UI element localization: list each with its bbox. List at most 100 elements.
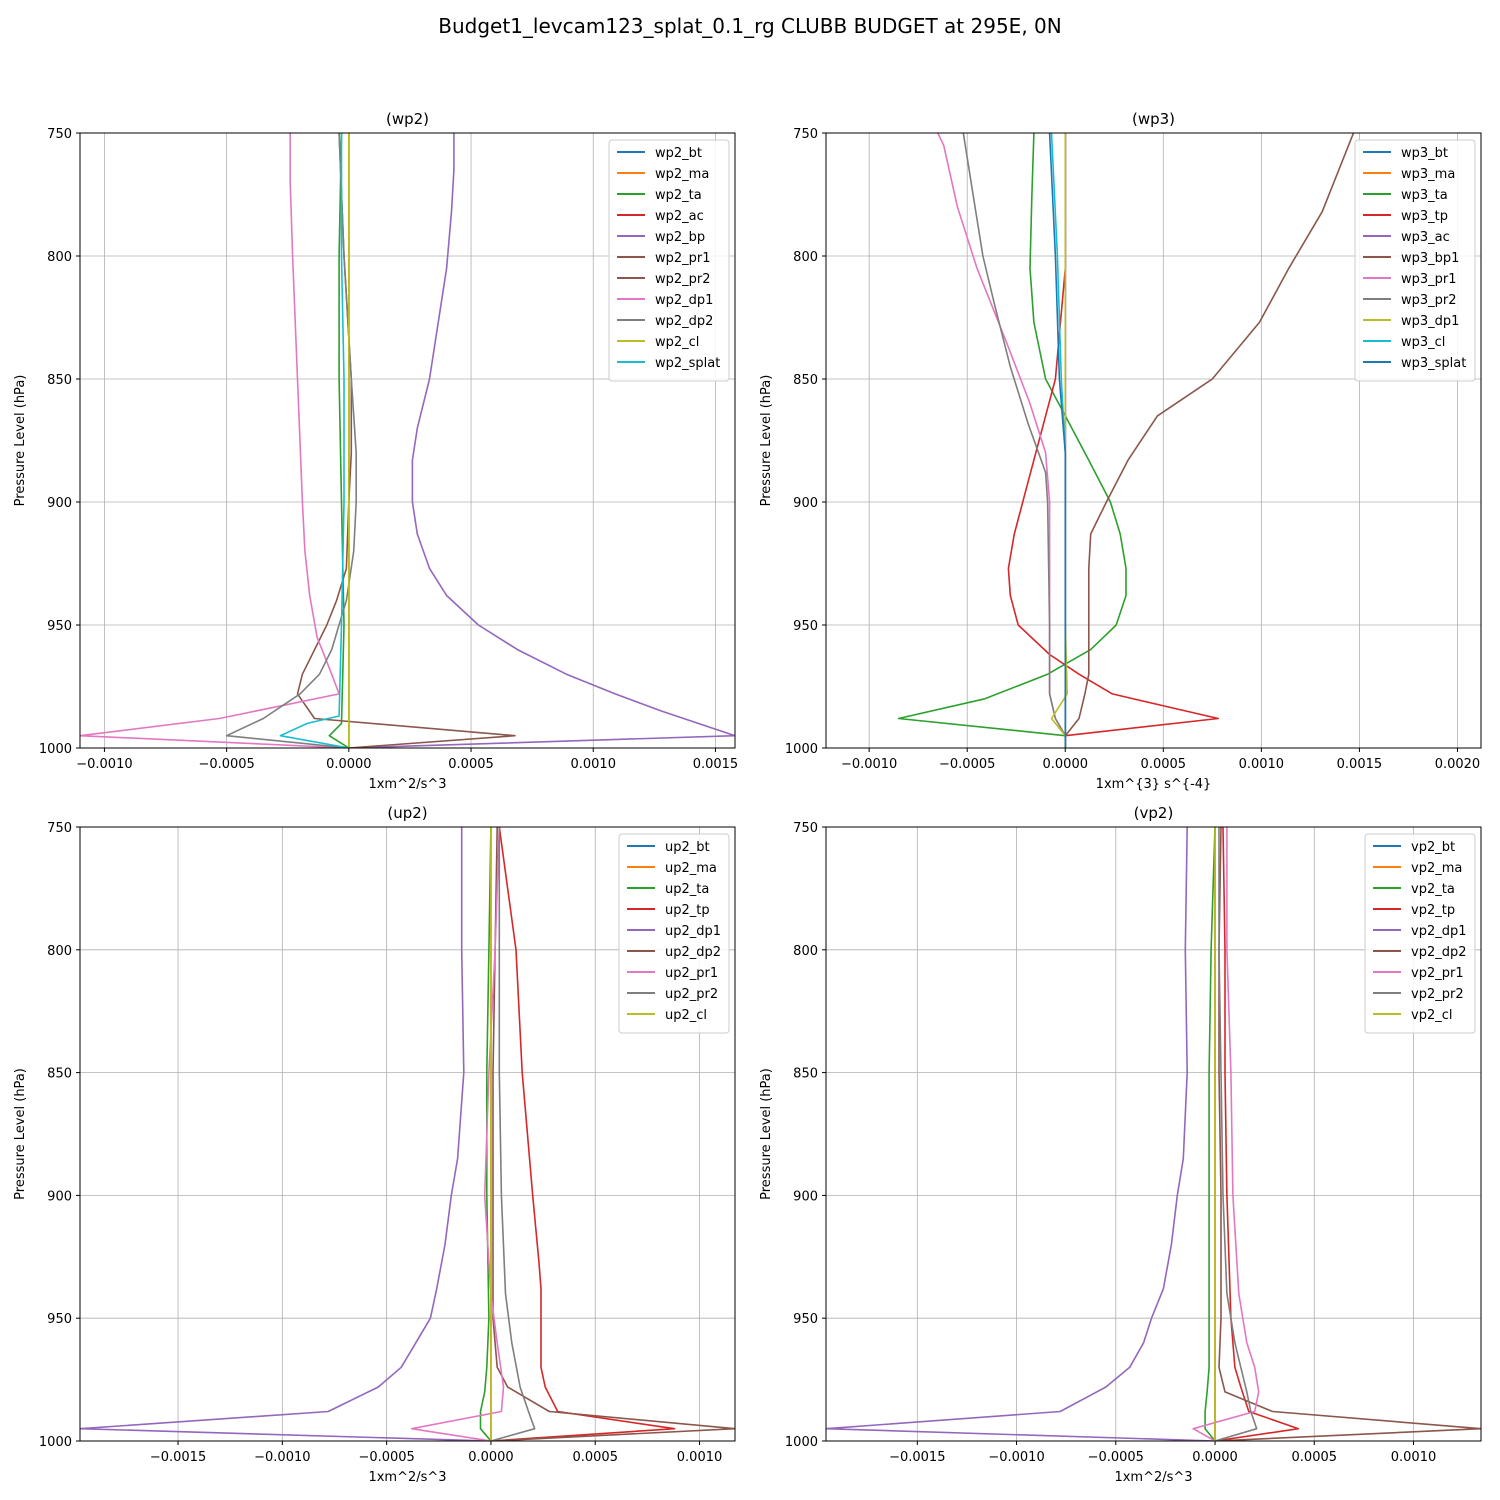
legend-box: [618, 833, 730, 1034]
legend-label: wp3_tp: [1401, 209, 1448, 224]
legend-label: wp3_cl: [1401, 335, 1445, 350]
legend-label: up2_ta: [665, 882, 709, 897]
x-tick-label: 0.0010: [1239, 757, 1285, 772]
y-tick-label: 850: [793, 1067, 818, 1082]
y-axis-label: Pressure Level (hPa): [13, 1068, 28, 1200]
legend: up2_bt up2_ma up2_ta up2_tp up2_dp1 up2_dp2up…: [618, 833, 730, 1034]
series-up2_pr2: [490, 827, 536, 1441]
legend-label: up2_cl: [665, 1008, 707, 1023]
x-tick-label: 0.0000: [1043, 757, 1089, 772]
axes-frame: [825, 132, 1482, 749]
x-tick-label: −0.0005: [1088, 1450, 1144, 1465]
legend-label: wp2_ta: [655, 188, 702, 203]
legend-label: vp2_ma: [1411, 861, 1462, 876]
series-up2_dp1: [80, 827, 491, 1441]
x-tick-label: 0.0000: [326, 757, 372, 772]
legend-label: vp2_bt: [1411, 840, 1455, 855]
legend-label: vp2_ta: [1411, 882, 1455, 897]
x-tick-label: 0.0005: [1141, 757, 1187, 772]
legend-label: wp3_bp1: [1401, 251, 1459, 266]
y-tick-label: 800: [47, 250, 72, 265]
y-tick-label: 750: [793, 821, 818, 836]
y-tick-label: 950: [793, 1312, 818, 1327]
series-wp3_bp1: [1064, 133, 1355, 748]
y-tick-label: 750: [47, 821, 72, 836]
axes-frame: [79, 132, 736, 749]
series-vp2_pr1: [1192, 827, 1260, 1441]
y-tick-label: 850: [47, 1067, 72, 1082]
x-axis-label: 1xm^2/s^3: [368, 1470, 446, 1485]
series-wp2_pr1: [296, 133, 516, 748]
legend-label: wp3_ta: [1401, 188, 1448, 203]
legend-label: up2_dp1: [665, 924, 721, 939]
legend-label: wp2_cl: [655, 335, 699, 350]
series-up2_pr1: [410, 827, 505, 1441]
legend-label: wp2_dp2: [655, 314, 713, 329]
series-up2_ta: [479, 827, 492, 1441]
legend-label: wp3_splat: [1401, 356, 1466, 371]
x-tick-label: 0.0000: [1192, 1450, 1238, 1465]
y-axis-label: Pressure Level (hPa): [13, 375, 28, 507]
legend-label: up2_bt: [665, 840, 710, 855]
legend-label: wp3_ac: [1401, 230, 1450, 245]
legend-label: up2_ma: [665, 861, 717, 876]
x-tick-label: −0.0015: [889, 1450, 945, 1465]
y-tick-label: 750: [793, 127, 818, 142]
x-tick-label: 0.0005: [448, 757, 494, 772]
y-tick-label: 800: [793, 944, 818, 959]
y-tick-label: 1000: [785, 1435, 818, 1450]
y-tick-label: 950: [47, 619, 72, 634]
y-tick-label: 900: [47, 1189, 72, 1204]
y-tick-label: 950: [47, 1312, 72, 1327]
subplot-title: (wp2): [386, 110, 429, 128]
legend-label: wp2_ac: [655, 209, 704, 224]
legend-label: wp3_pr2: [1401, 293, 1457, 308]
series-vp2_tp: [1214, 827, 1300, 1441]
legend-label: up2_pr2: [665, 987, 718, 1002]
series-wp3_ta: [897, 133, 1127, 748]
x-tick-label: 0.0005: [1292, 1450, 1338, 1465]
legend-label: vp2_tp: [1411, 903, 1455, 918]
axes-frame: [825, 826, 1482, 1442]
legend-label: vp2_dp2: [1411, 945, 1467, 960]
x-tick-label: 0.0010: [1391, 1450, 1437, 1465]
axes-frame: [79, 826, 736, 1442]
y-tick-label: 800: [47, 944, 72, 959]
x-tick-label: −0.0010: [841, 757, 897, 772]
series-vp2_dp2: [1214, 827, 1481, 1441]
x-tick-label: 0.0015: [1337, 757, 1383, 772]
legend-label: wp3_bt: [1401, 146, 1448, 161]
y-tick-label: 1000: [39, 742, 72, 757]
series-vp2_dp1: [826, 827, 1216, 1441]
y-axis-label: Pressure Level (hPa): [759, 375, 774, 507]
series-wp2_dp1: [80, 133, 349, 748]
y-tick-label: 1000: [785, 742, 818, 757]
y-tick-label: 850: [793, 373, 818, 388]
x-tick-label: −0.0010: [76, 757, 132, 772]
x-tick-label: −0.0015: [150, 1450, 206, 1465]
series-wp2_splat: [279, 133, 349, 748]
subplot-title: (vp2): [1134, 804, 1174, 822]
legend-label: up2_tp: [665, 903, 710, 918]
legend-label: vp2_dp1: [1411, 924, 1467, 939]
x-tick-label: 0.0005: [572, 1450, 618, 1465]
y-tick-label: 900: [793, 496, 818, 511]
series-wp2_bp: [348, 133, 735, 748]
legend-label: wp2_pr2: [655, 272, 711, 287]
subplot-title: (up2): [387, 804, 427, 822]
vp2-series-group: [826, 827, 1481, 1441]
series-up2_tp: [490, 827, 676, 1441]
series-wp2_dp2: [225, 133, 358, 748]
x-tick-label: 0.0010: [570, 757, 616, 772]
legend-box: [1364, 833, 1476, 1034]
series-vp2_ta: [1204, 827, 1216, 1441]
y-tick-label: 950: [793, 619, 818, 634]
x-tick-label: 0.0015: [693, 757, 739, 772]
x-tick-label: 0.0000: [468, 1450, 514, 1465]
x-axis-label: 1xm^2/s^3: [368, 777, 446, 792]
